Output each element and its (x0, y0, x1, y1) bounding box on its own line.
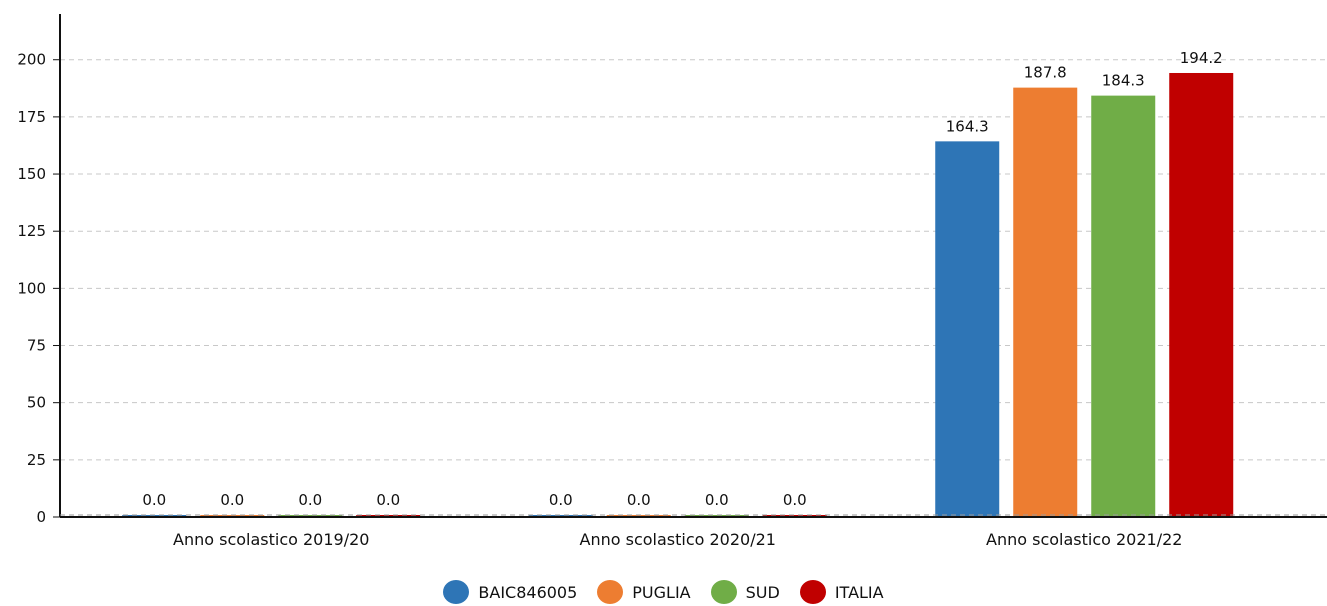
y-tick-label: 200 (17, 51, 46, 69)
data-label: 184.3 (1102, 72, 1145, 90)
legend-label: ITALIA (834, 582, 884, 602)
legend-swatch (710, 580, 737, 604)
bar-baic846005[interactable] (935, 141, 1000, 517)
y-tick-label: 125 (17, 222, 46, 240)
data-label: 0.0 (376, 491, 400, 509)
legend-label: SUD (745, 582, 780, 602)
x-category-label: Anno scolastico 2021/22 (986, 530, 1182, 549)
data-label: 0.0 (142, 491, 166, 509)
y-tick-label: 0 (36, 508, 46, 526)
legend-item-italia[interactable]: ITALIA (799, 580, 884, 604)
data-label: 187.8 (1024, 64, 1067, 82)
bar-italia[interactable] (1169, 72, 1234, 517)
legend: BAIC846005 PUGLIA SUD ITALIA (0, 580, 1327, 604)
y-tick-label: 150 (17, 165, 46, 183)
y-tick-label: 25 (27, 451, 46, 469)
data-label: 0.0 (627, 491, 651, 509)
y-tick-label: 100 (17, 279, 46, 297)
data-label: 0.0 (298, 491, 322, 509)
legend-item-sud[interactable]: SUD (710, 580, 780, 604)
data-label: 194.2 (1180, 49, 1223, 67)
legend-swatch (443, 580, 470, 604)
data-label: 0.0 (783, 491, 807, 509)
data-label: 0.0 (220, 491, 244, 509)
data-label: 0.0 (549, 491, 573, 509)
data-label: 0.0 (705, 491, 729, 509)
legend-label: PUGLIA (632, 582, 691, 602)
x-category-label: Anno scolastico 2019/20 (173, 530, 369, 549)
legend-swatch (799, 580, 826, 604)
bar-puglia[interactable] (1013, 87, 1078, 517)
legend-label: BAIC846005 (478, 582, 578, 602)
y-tick-label: 175 (17, 108, 46, 126)
legend-item-puglia[interactable]: PUGLIA (597, 580, 691, 604)
y-tick-label: 50 (27, 394, 46, 412)
y-tick-label: 75 (27, 337, 46, 355)
legend-swatch (597, 580, 624, 604)
bar-sud[interactable] (1091, 95, 1156, 518)
legend-item-baic846005[interactable]: BAIC846005 (443, 580, 577, 604)
data-label: 164.3 (946, 117, 989, 135)
x-category-label: Anno scolastico 2020/21 (580, 530, 776, 549)
